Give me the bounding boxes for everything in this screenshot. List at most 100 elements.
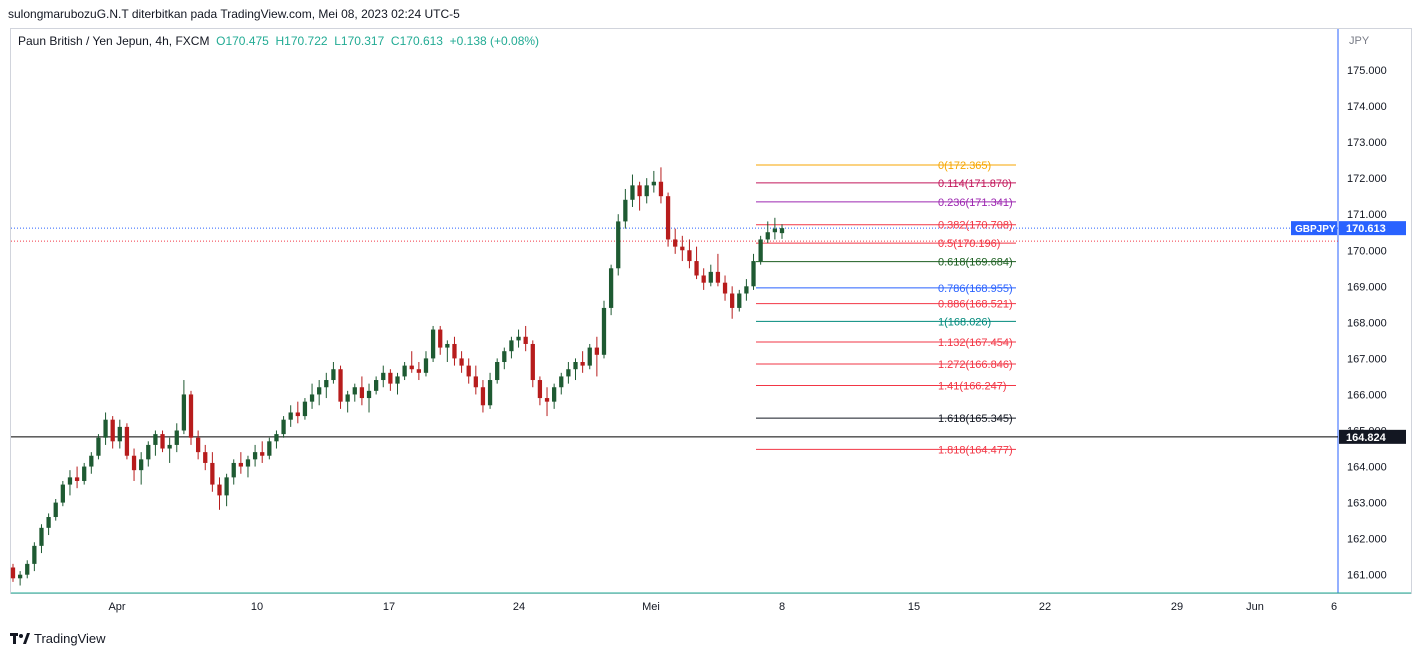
symbol-tag	[1291, 221, 1337, 236]
fib-level-label: 0.382(170.708)	[938, 220, 1013, 232]
time-tick-label: 10	[251, 601, 263, 613]
candle-body	[124, 426, 130, 456]
candle-body	[395, 376, 400, 384]
price-tick-label: 167.000	[1347, 353, 1387, 365]
symbol-name[interactable]: Paun British / Yen Jepun, 4h, FXCM	[18, 34, 210, 48]
candle-body	[644, 185, 649, 197]
symbol-legend: Paun British / Yen Jepun, 4h, FXCM O170.…	[18, 34, 539, 48]
fib-level-label: 0.618(169.684)	[938, 257, 1013, 269]
price-tick-label: 171.000	[1347, 209, 1387, 221]
fib-level-label: 0.786(168.955)	[938, 283, 1013, 295]
time-tick-label: 8	[779, 601, 785, 613]
candle-body	[587, 347, 592, 366]
candle-body	[459, 358, 464, 366]
candle-body	[487, 380, 493, 406]
candle-body	[10, 567, 16, 579]
candle-body	[680, 246, 685, 251]
candle-body	[779, 228, 785, 234]
price-tick-label: 169.000	[1347, 281, 1387, 293]
symbol-tag-label: GBPJPY	[1295, 224, 1336, 235]
candle-body	[238, 462, 243, 467]
candle-body	[608, 268, 614, 308]
candle-body	[274, 434, 279, 442]
candle-body	[765, 232, 770, 240]
candle-body	[573, 362, 578, 370]
candle-body	[687, 250, 692, 262]
price-tick-label: 161.000	[1347, 570, 1387, 582]
candle-body	[423, 358, 429, 373]
candle-body	[374, 380, 379, 391]
candle-body	[580, 362, 585, 366]
horizontal-line-price-tag	[1339, 429, 1406, 444]
candle-body	[131, 455, 137, 471]
candle-body	[103, 419, 108, 438]
candle-body	[188, 394, 194, 438]
candle-body	[25, 563, 30, 575]
candle-body	[601, 307, 607, 355]
time-tick-label: Mei	[642, 601, 660, 613]
candle-body	[758, 239, 763, 262]
candle-body	[302, 401, 308, 417]
candle-body	[722, 282, 728, 294]
candle-body	[117, 426, 122, 442]
candle-body	[146, 444, 151, 460]
candle-body	[224, 477, 229, 496]
candle-body	[566, 369, 571, 377]
candle-body	[744, 286, 749, 294]
time-tick-label: 6	[1331, 601, 1337, 613]
candle-body	[345, 394, 350, 402]
current-price-label: 170.613	[1346, 223, 1386, 235]
candle-body	[473, 376, 478, 388]
price-tick-label: 168.000	[1347, 317, 1387, 329]
candle-body	[203, 452, 208, 463]
price-tick-label: 163.000	[1347, 498, 1387, 510]
candle-body	[324, 380, 329, 388]
candle-body	[281, 419, 286, 435]
tradingview-footer[interactable]: TradingView	[10, 631, 106, 646]
candle-body	[110, 419, 115, 442]
time-tick-label: 22	[1039, 601, 1051, 613]
candle-body	[409, 365, 414, 370]
time-tick-label: 15	[908, 601, 920, 613]
candle-body	[388, 372, 393, 384]
candle-body	[616, 221, 621, 269]
candle-body	[181, 394, 187, 431]
time-tick-label: 17	[383, 601, 395, 613]
candle-body	[252, 452, 258, 460]
ohlc-values: O170.475 H170.722 L170.317 C170.613 +0.1…	[216, 34, 540, 48]
candle-body	[331, 369, 336, 381]
tradingview-brand: TradingView	[34, 631, 106, 646]
candle-body	[60, 484, 65, 503]
price-tick-label: 175.000	[1347, 65, 1387, 77]
candle-body	[673, 239, 678, 247]
candle-body	[402, 365, 407, 377]
candle-body	[523, 336, 528, 344]
candle-body	[288, 412, 293, 420]
candle-body	[217, 484, 222, 496]
candle-body	[260, 452, 265, 456]
candle-body	[651, 181, 656, 186]
fib-level-label: 1.818(164.477)	[938, 444, 1013, 456]
horizontal-line-price-label: 164.824	[1346, 432, 1387, 444]
candle-body	[74, 477, 80, 481]
candle-body	[153, 434, 158, 445]
candle-body	[452, 343, 457, 359]
time-tick-label: 29	[1171, 601, 1183, 613]
candle-body	[381, 372, 386, 381]
candle-body	[737, 293, 742, 308]
fib-level-label: 1.132(167.454)	[938, 337, 1013, 349]
candle-body	[309, 394, 315, 402]
candle-body	[544, 398, 550, 402]
currency-label: JPY	[1349, 35, 1370, 47]
candle-body	[210, 462, 215, 485]
price-tick-label: 162.000	[1347, 534, 1387, 546]
fib-level-label: 0.114(171.870)	[938, 178, 1012, 190]
price-tick-label: 172.000	[1347, 173, 1387, 185]
candle-body	[559, 376, 564, 388]
candle-body	[637, 185, 642, 197]
candle-body	[53, 502, 58, 518]
candle-body	[46, 517, 51, 528]
price-tick-label: 166.000	[1347, 389, 1387, 401]
time-tick-label: Jun	[1246, 601, 1264, 613]
